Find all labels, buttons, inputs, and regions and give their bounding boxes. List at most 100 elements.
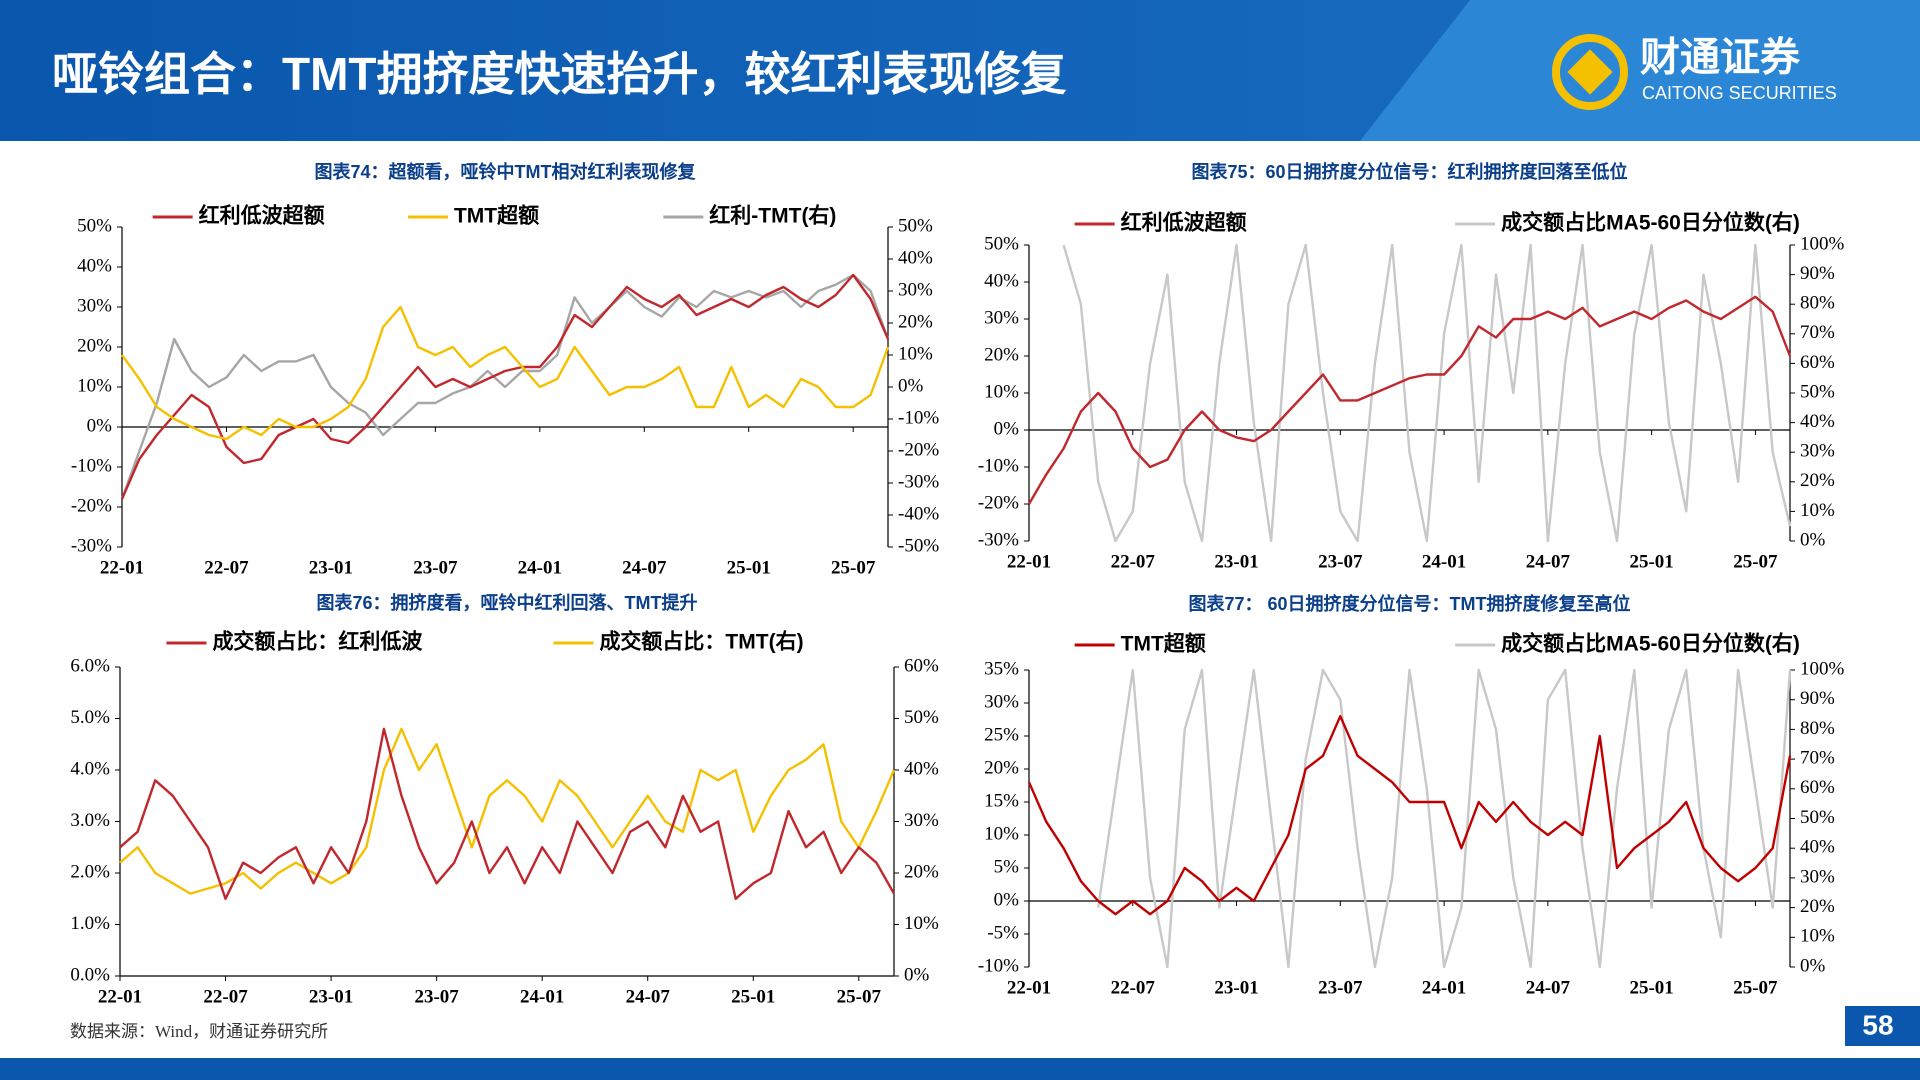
y-tick-label: 40% <box>984 270 1019 291</box>
y-tick-label: 20% <box>77 335 112 356</box>
x-tick-label: 24-01 <box>518 557 562 578</box>
y2-tick-label: 0% <box>898 375 924 396</box>
y2-tick-label: 60% <box>1800 352 1835 373</box>
source-note: 数据来源：Wind，财通证券研究所 <box>70 1022 328 1041</box>
y2-tick-label: 50% <box>1800 381 1835 402</box>
y2-tick-label: 0% <box>904 964 930 985</box>
y-tick-label: 4.0% <box>70 758 110 779</box>
series-line <box>1027 715 1792 916</box>
y2-tick-label: 50% <box>904 707 939 728</box>
x-tick-label: 24-01 <box>1422 551 1466 572</box>
y-tick-label: -10% <box>978 955 1019 976</box>
y2-tick-label: 80% <box>1800 293 1835 314</box>
legend-label: TMT超额 <box>1121 633 1206 656</box>
x-tick-label: 24-01 <box>1422 977 1466 998</box>
y2-tick-label: 20% <box>1800 896 1835 917</box>
x-tick-label: 25-01 <box>1629 977 1673 998</box>
series-line <box>119 727 896 900</box>
x-tick-label: 22-01 <box>1007 551 1051 572</box>
page-title: 哑铃组合：TMT拥挤度快速抬升，较红利表现修复 <box>52 48 1067 100</box>
x-tick-label: 23-07 <box>414 986 459 1007</box>
y-tick-label: -10% <box>978 455 1019 476</box>
series-line <box>120 273 890 500</box>
y-tick-label: 20% <box>984 757 1019 778</box>
y-tick-label: 30% <box>984 307 1019 328</box>
y-tick-label: 10% <box>984 823 1019 844</box>
x-tick-label: 25-01 <box>727 557 771 578</box>
y-tick-label: 50% <box>984 233 1019 254</box>
y-tick-label: 35% <box>984 658 1019 679</box>
series-line <box>1027 295 1792 505</box>
x-tick-label: 22-07 <box>1111 551 1156 572</box>
y2-tick-label: 10% <box>1800 500 1835 521</box>
y-tick-label: 0.0% <box>70 964 110 985</box>
y-tick-label: -20% <box>71 495 112 516</box>
y-tick-label: -10% <box>71 455 112 476</box>
x-tick-label: 24-01 <box>520 986 564 1007</box>
y2-tick-label: 100% <box>1800 658 1845 679</box>
chart-title: 图表75：60日拥挤度分位信号：红利拥挤度回落至低位 <box>1191 161 1627 182</box>
y-tick-label: 2.0% <box>70 861 110 882</box>
x-tick-label: 25-07 <box>831 557 876 578</box>
y2-tick-label: 70% <box>1800 747 1835 768</box>
y-tick-label: 30% <box>77 295 112 316</box>
logo-subtitle: CAITONG SECURITIES <box>1642 83 1837 103</box>
x-tick-label: 23-01 <box>309 986 353 1007</box>
chart-title: 图表77： 60日拥挤度分位信号：TMT拥挤度修复至高位 <box>1188 593 1630 614</box>
y2-tick-label: 10% <box>904 913 939 934</box>
x-tick-label: 23-01 <box>309 557 353 578</box>
x-tick-label: 22-01 <box>1007 977 1051 998</box>
y2-tick-label: 40% <box>904 758 939 779</box>
y2-tick-label: -40% <box>898 503 939 524</box>
y2-tick-label: 30% <box>898 279 933 300</box>
y-tick-label: 0% <box>87 415 113 436</box>
x-tick-label: 24-07 <box>622 557 667 578</box>
legend-label: 成交额占比MA5-60日分位数(右) <box>1501 632 1800 656</box>
y-tick-label: 6.0% <box>70 655 110 676</box>
legend-label: 红利低波超额 <box>199 204 325 228</box>
x-tick-label: 22-07 <box>1111 977 1156 998</box>
y2-tick-label: 40% <box>1800 837 1835 858</box>
y-tick-label: 20% <box>984 344 1019 365</box>
y2-tick-label: 0% <box>1800 529 1826 550</box>
x-tick-label: 24-07 <box>1526 977 1571 998</box>
legend-label: 红利-TMT(右) <box>709 204 836 228</box>
chart-title: 图表76：拥挤度看，哑铃中红利回落、TMT提升 <box>316 592 697 613</box>
series-line <box>120 273 890 500</box>
series-line <box>121 305 890 441</box>
series-line <box>1062 243 1792 543</box>
x-tick-label: 25-07 <box>1733 977 1778 998</box>
series-line <box>119 727 896 895</box>
y2-tick-label: 40% <box>1800 411 1835 432</box>
y-tick-label: 0% <box>994 418 1020 439</box>
y2-tick-label: -10% <box>898 407 939 428</box>
y-tick-label: 25% <box>984 724 1019 745</box>
y2-tick-label: 20% <box>1800 470 1835 491</box>
y2-tick-label: 50% <box>898 215 933 236</box>
y-tick-label: -5% <box>987 922 1019 943</box>
x-tick-label: 23-07 <box>1318 977 1363 998</box>
y-tick-label: 10% <box>77 375 112 396</box>
y2-tick-label: 50% <box>1800 807 1835 828</box>
y2-tick-label: 20% <box>898 311 933 332</box>
logo-icon <box>1552 34 1628 110</box>
y2-tick-label: 90% <box>1800 688 1835 709</box>
y2-tick-label: 10% <box>898 343 933 364</box>
y2-tick-label: -30% <box>898 471 939 492</box>
y2-tick-label: 100% <box>1800 233 1845 254</box>
x-tick-label: 24-07 <box>626 986 671 1007</box>
x-tick-label: 22-01 <box>98 986 142 1007</box>
y2-tick-label: 60% <box>904 655 939 676</box>
x-tick-label: 25-01 <box>731 986 775 1007</box>
x-tick-label: 23-07 <box>413 557 458 578</box>
y-tick-label: 15% <box>984 790 1019 811</box>
legend-label: 成交额占比：红利低波 <box>212 630 423 654</box>
y2-tick-label: 30% <box>904 810 939 831</box>
y-tick-label: 5% <box>994 856 1020 877</box>
series-line <box>1097 668 1792 969</box>
y-tick-label: 3.0% <box>70 810 110 831</box>
y-tick-label: -30% <box>71 535 112 556</box>
x-tick-label: 25-07 <box>837 986 882 1007</box>
y2-tick-label: 0% <box>1800 955 1826 976</box>
